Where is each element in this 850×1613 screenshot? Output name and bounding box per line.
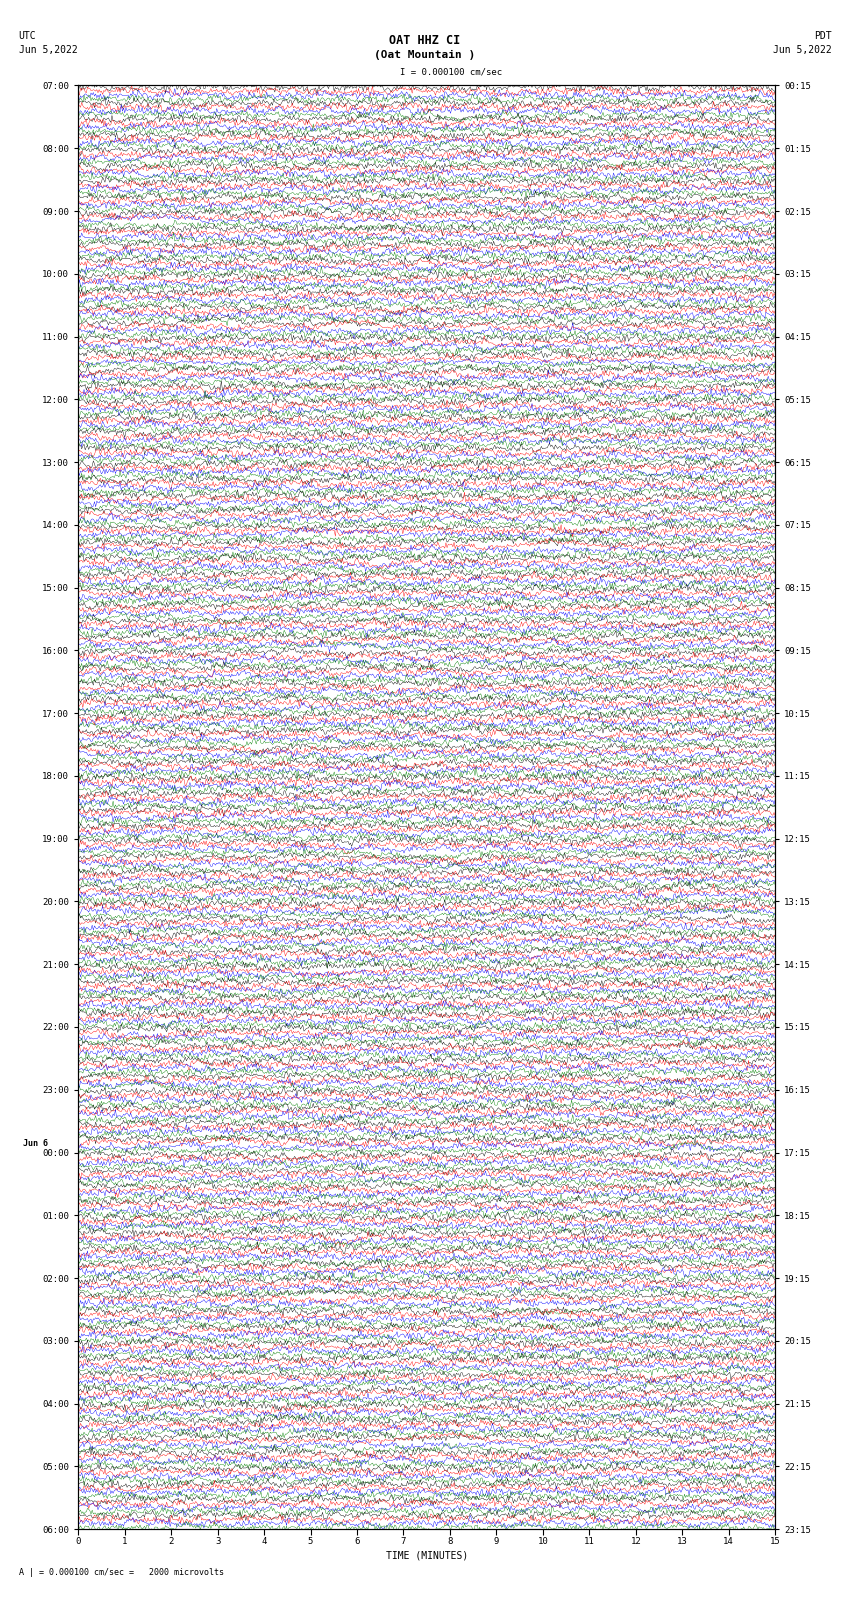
Text: A | = 0.000100 cm/sec =   2000 microvolts: A | = 0.000100 cm/sec = 2000 microvolts: [19, 1568, 224, 1578]
Text: Jun 5,2022: Jun 5,2022: [19, 45, 77, 55]
Text: Jun 6: Jun 6: [24, 1139, 48, 1148]
Text: I = 0.000100 cm/sec: I = 0.000100 cm/sec: [400, 68, 502, 77]
Text: UTC: UTC: [19, 31, 37, 40]
Text: PDT: PDT: [813, 31, 831, 40]
X-axis label: TIME (MINUTES): TIME (MINUTES): [386, 1550, 468, 1561]
Text: OAT HHZ CI: OAT HHZ CI: [389, 34, 461, 47]
Text: (Oat Mountain ): (Oat Mountain ): [374, 50, 476, 60]
Text: Jun 5,2022: Jun 5,2022: [773, 45, 831, 55]
